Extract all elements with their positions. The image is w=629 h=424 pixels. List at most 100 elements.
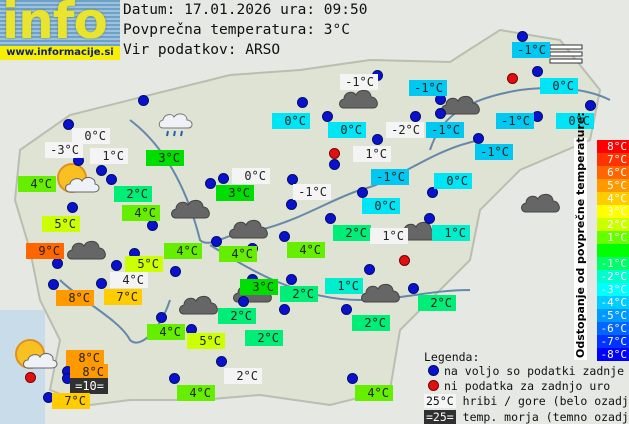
station-dot[interactable] — [111, 260, 122, 271]
station-dot[interactable] — [341, 304, 352, 315]
station-temperature: 1°C — [370, 228, 408, 244]
station-temperature: 1°C — [325, 278, 363, 294]
scale-item: -4°C — [597, 296, 629, 309]
scale-item: -3°C — [597, 283, 629, 296]
station-temperature: 4°C — [18, 176, 56, 192]
date-time: Datum: 17.01.2026 ura: 09:50 — [123, 2, 368, 18]
cloud-icon — [440, 92, 482, 120]
station-temperature: 2°C — [418, 295, 456, 311]
average-temperature: Povprečna temperatura: 3°C — [123, 22, 350, 38]
deviation-scale: 8°C 7°C 6°C 5°C 4°C 3°C 2°C 1°C -1°C -2°C -3°C -4°C… — [597, 140, 629, 361]
station-temperature: -1°C — [293, 184, 331, 200]
red-dot-icon — [428, 380, 439, 391]
station-temperature: 4°C — [122, 205, 160, 221]
station-dot-missing[interactable] — [507, 73, 518, 84]
station-temperature: 0°C — [556, 113, 594, 129]
legend-sea-sample: =25= — [424, 410, 456, 424]
station-dot[interactable] — [325, 213, 336, 224]
legend-mountain: hribi / gore (belo ozadje) — [462, 394, 629, 408]
logo[interactable]: info www.informacije.si — [0, 0, 120, 60]
cloud-icon — [338, 86, 380, 114]
station-dot[interactable] — [169, 373, 180, 384]
station-dot[interactable] — [67, 202, 78, 213]
station-temperature: 2°C — [333, 225, 371, 241]
station-dot[interactable] — [218, 173, 229, 184]
station-dot[interactable] — [357, 187, 368, 198]
station-dot[interactable] — [138, 95, 149, 106]
scale-item: 6°C — [597, 166, 629, 179]
station-dot[interactable] — [372, 134, 383, 145]
station-dot[interactable] — [170, 266, 181, 277]
station-temperature: 7°C — [52, 393, 90, 409]
legend-title: Legenda: — [424, 350, 480, 364]
cloud-icon — [228, 216, 270, 244]
station-temperature: 0°C — [434, 173, 472, 189]
station-dot[interactable] — [96, 165, 107, 176]
station-dot[interactable] — [408, 283, 419, 294]
station-dot[interactable] — [435, 108, 446, 119]
station-dot[interactable] — [517, 31, 528, 42]
station-dot[interactable] — [286, 274, 297, 285]
station-temperature: 9°C — [26, 243, 64, 259]
station-temperature: 3°C — [240, 279, 278, 295]
legend-red: ni podatka za zadnjo uro — [444, 379, 611, 393]
station-dot[interactable] — [329, 159, 340, 170]
station-temperature: 1°C — [432, 225, 470, 241]
station-temperature: 8°C — [70, 364, 108, 380]
rain-icon — [158, 112, 194, 142]
station-temperature: -1°C — [496, 113, 534, 129]
scale-item: -7°C — [597, 335, 629, 348]
station-dot[interactable] — [52, 258, 63, 269]
scale-item: 7°C — [597, 153, 629, 166]
station-temperature: 0°C — [362, 198, 400, 214]
station-temperature: 4°C — [287, 242, 325, 258]
station-dot[interactable] — [287, 174, 298, 185]
cloud-icon — [170, 196, 212, 224]
logo-url[interactable]: www.informacije.si — [0, 46, 120, 60]
station-dot[interactable] — [364, 264, 375, 275]
legend-sea: temp. morja (temno ozadje) — [462, 410, 629, 424]
station-dot[interactable] — [205, 178, 216, 189]
station-dot[interactable] — [424, 213, 435, 224]
station-temperature: -2°C — [386, 122, 424, 138]
station-temperature: 0°C — [272, 113, 310, 129]
station-dot-missing[interactable] — [399, 255, 410, 266]
scale-item: -5°C — [597, 309, 629, 322]
station-dot[interactable] — [532, 66, 543, 77]
station-dot[interactable] — [473, 133, 484, 144]
station-dot[interactable] — [427, 187, 438, 198]
station-temperature: -1°C — [371, 169, 409, 185]
station-dot[interactable] — [585, 100, 596, 111]
station-dot[interactable] — [279, 231, 290, 242]
station-dot[interactable] — [410, 111, 421, 122]
station-temperature: 3°C — [216, 185, 254, 201]
station-dot[interactable] — [48, 279, 59, 290]
station-dot[interactable] — [216, 356, 227, 367]
station-dot[interactable] — [279, 304, 290, 315]
scale-item: 8°C — [597, 140, 629, 153]
station-dot[interactable] — [347, 373, 358, 384]
station-dot[interactable] — [96, 278, 107, 289]
station-dot[interactable] — [156, 312, 167, 323]
station-temperature: 0°C — [72, 128, 110, 144]
station-temperature: 4°C — [110, 272, 148, 288]
scale-item: 5°C — [597, 179, 629, 192]
station-temperature: -1°C — [475, 144, 513, 160]
station-temperature: 5°C — [125, 256, 163, 272]
station-dot[interactable] — [147, 220, 158, 231]
station-temperature: 2°C — [224, 368, 262, 384]
scale-item: 1°C — [597, 231, 629, 244]
station-dot[interactable] — [322, 111, 333, 122]
station-dot[interactable] — [106, 174, 117, 185]
station-temperature: -1°C — [512, 42, 550, 58]
station-dot[interactable] — [63, 119, 74, 130]
station-dot[interactable] — [297, 97, 308, 108]
station-temperature: 2°C — [352, 315, 390, 331]
station-dot[interactable] — [238, 296, 249, 307]
scale-item: 4°C — [597, 192, 629, 205]
station-dot-missing[interactable] — [329, 148, 340, 159]
station-dot-missing[interactable] — [25, 372, 36, 383]
station-dot[interactable] — [286, 199, 297, 210]
station-temperature: -1°C — [409, 80, 447, 96]
station-dot[interactable] — [211, 236, 222, 247]
